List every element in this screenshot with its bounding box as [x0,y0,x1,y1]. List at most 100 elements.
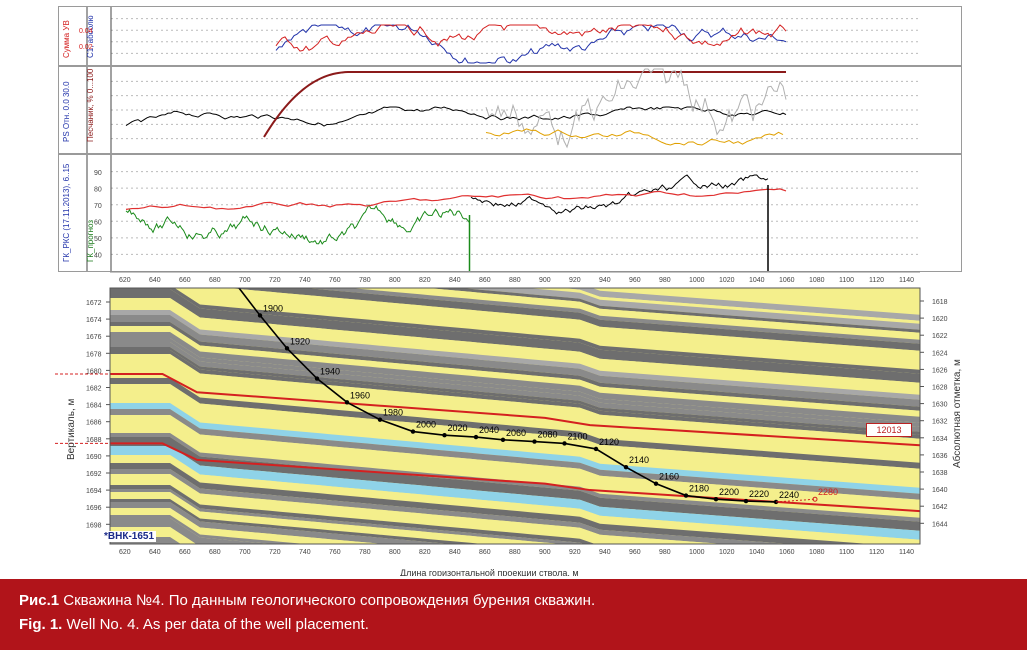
stratum-layer [110,518,273,544]
right-tick-label: 1618 [932,299,948,306]
x-tick-label-top: 1140 [899,277,914,284]
x-tick-label-top: 920 [569,277,581,284]
well-id: 12013 [876,425,902,435]
left-tick-label: 1676 [86,334,102,341]
gas-tick-2: 0.02 [79,44,93,51]
gk-measured-black-series [470,174,769,215]
x-tick-label-bottom: 920 [569,549,581,556]
stratum-layer [110,289,920,383]
stratum-layer [110,332,920,423]
md-label: 2100 [568,431,588,441]
stratum-layer [227,288,920,351]
x-tick-label-bottom: 680 [209,549,221,556]
trajectory-point [653,481,659,486]
md-label: 2200 [719,487,739,497]
right-tick-label: 1624 [932,350,948,357]
x-tick-label-top: 780 [359,277,371,284]
x-tick-label-bottom: 1040 [749,549,765,556]
stratum-layer [110,502,450,544]
x-tick-label-bottom: 1100 [839,549,854,556]
md-label: 2040 [479,425,499,435]
left-tick-label: 1686 [86,420,102,427]
right-tick-label: 1634 [932,436,948,443]
stratum-layer [461,288,920,330]
trajectory-point [743,498,749,504]
stratum-layer [110,315,920,407]
stratum-layer [110,326,920,417]
md-label: 1980 [383,408,403,418]
caption-ru: Рис.1 Скважина №4. По данным геологическ… [19,592,595,609]
trajectory-point [473,434,479,440]
fraction-series [485,128,784,146]
x-tick-label-top: 840 [449,277,461,284]
stratum-layer [561,288,920,321]
left-axis-label: Вертикаль, м [66,398,77,460]
stratum-layer [110,492,562,544]
left-tick-label: 1682 [86,386,102,393]
sandstone-series [263,71,786,138]
stratum-layer [110,310,920,400]
md-label: 2160 [659,472,679,482]
x-tick-label-top: 800 [389,277,401,284]
gk-tick-label: 60 [94,220,102,227]
right-axis-label: Абсолютная отметка, м [952,359,963,468]
trajectory-point [532,439,537,444]
x-tick-label-bottom: 1120 [869,549,884,556]
stratum-layer [110,485,596,544]
gk-panel: 90 80 70 60 50 40 [58,154,962,272]
x-tick-label-top: 1100 [839,277,854,284]
stratum-layer [527,288,920,324]
x-tick-label-bottom: 820 [419,549,431,556]
right-tick-label: 1632 [932,419,948,426]
trajectory-point [377,417,383,422]
gk-tick-label: 70 [94,203,102,210]
right-tick-label: 1638 [932,470,948,477]
x-tick-label-bottom: 1000 [689,549,705,556]
md-label: 2020 [448,423,468,433]
upper-boundary-line [110,372,920,447]
gas-tick-1: 0.04 [79,28,93,35]
x-tick-label-top: 1120 [869,277,884,284]
stratum-layer [110,384,920,472]
gk-measured-series [125,204,471,245]
right-tick-label: 1640 [932,487,948,494]
x-tick-label-top: 880 [509,277,521,284]
md-label: 1960 [350,390,370,400]
stratum-layer [110,508,384,544]
lithology-series [485,68,787,149]
trajectory-point [593,446,599,452]
x-tick-label-top: 940 [599,277,611,284]
bottom-axis-label: Длина горизонтальной проекции ствола, м [400,568,579,576]
x-tick-label-bottom: 960 [629,549,641,556]
gk-tick-label: 40 [94,253,102,260]
md-label: 2220 [749,489,769,499]
left-tick-label: 1688 [86,437,102,444]
stratum-layer [110,403,920,494]
left-tick-label: 1690 [86,454,102,461]
stratum-layer [110,433,920,522]
x-tick-label-top: 720 [269,277,281,284]
md-label: 2120 [599,437,619,447]
stratum-layer [427,288,920,333]
figure-caption: Рис.1 Скважина №4. По данным геологическ… [0,579,1027,650]
x-tick-label-top: 980 [659,277,671,284]
stratum-layer [110,301,920,395]
stratum-layer [110,446,920,540]
stratum-layer [194,288,920,357]
stratum-layer [350,288,920,340]
right-tick-label: 1628 [932,385,948,392]
md-label: 2000 [416,420,436,430]
x-tick-label-top: 860 [479,277,491,284]
stratum-layer [110,469,791,544]
x-tick-label-bottom: 1060 [779,549,795,556]
md-label: 2240 [779,490,799,500]
trajectory-point [562,441,567,446]
md-label-projected: 2280 [818,487,838,497]
stratum-layer [110,527,197,544]
caption-en: Fig. 1. Well No. 4. As per data of the w… [19,616,369,633]
x-tick-label-bottom: 700 [239,549,251,556]
caption-en-prefix: Fig. 1. [19,616,63,633]
md-label: 2140 [629,455,649,465]
projected-trajectory [775,498,816,503]
stratum-layer [110,378,920,469]
